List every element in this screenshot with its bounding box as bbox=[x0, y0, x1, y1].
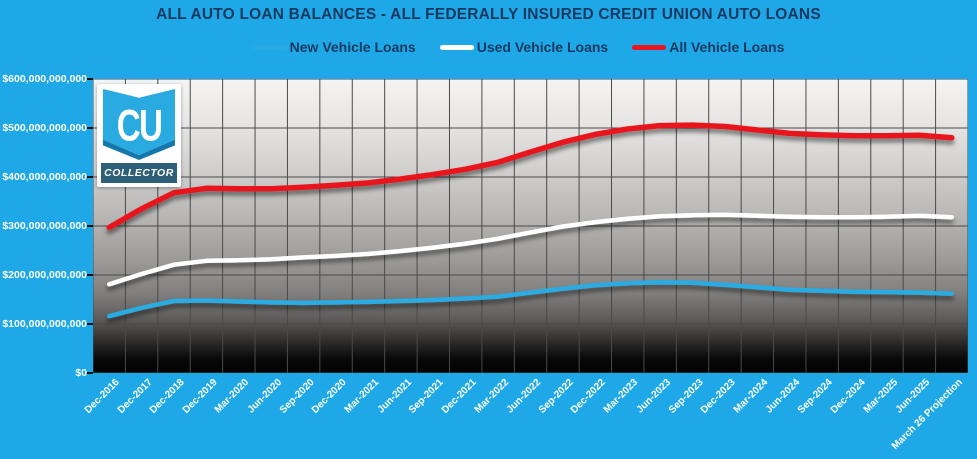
x-axis-label: Sep-2020 bbox=[277, 377, 317, 416]
y-axis-label: $0 bbox=[75, 367, 87, 379]
chart-legend: New Vehicle Loans Used Vehicle Loans All… bbox=[60, 39, 977, 55]
legend-item-new-vehicle-loans: New Vehicle Loans bbox=[252, 39, 416, 55]
legend-item-all-vehicle-loans: All Vehicle Loans bbox=[632, 39, 784, 55]
x-axis-label: Dec-2022 bbox=[569, 377, 609, 416]
y-axis-tick bbox=[87, 78, 93, 80]
y-axis-label: $500,000,000,000 bbox=[2, 122, 87, 134]
series-line-new-vehicle-loans bbox=[106, 280, 955, 319]
y-axis-label: $600,000,000,000 bbox=[2, 73, 87, 85]
x-axis-label: Jun-2020 bbox=[245, 377, 285, 416]
y-axis-tick bbox=[87, 225, 93, 227]
x-axis-label: Mar-2022 bbox=[472, 377, 511, 416]
x-axis-label: Dec-2017 bbox=[115, 377, 155, 416]
y-axis-tick bbox=[87, 323, 93, 325]
legend-label-used-vehicle: Used Vehicle Loans bbox=[476, 39, 609, 55]
x-axis-label: Mar-2020 bbox=[213, 377, 252, 416]
logo-caption-band: COLLECTOR bbox=[101, 163, 177, 183]
x-axis-label: Sep-2023 bbox=[666, 377, 706, 416]
x-axis-label: Sep-2024 bbox=[796, 377, 835, 416]
y-axis-tick bbox=[87, 176, 93, 178]
x-axis-label: Mar-2021 bbox=[342, 377, 382, 416]
x-axis-label: Dec-2021 bbox=[439, 377, 479, 416]
plot-area: CU COLLECTOR bbox=[93, 79, 968, 373]
logo-chevron-shape bbox=[103, 139, 175, 160]
x-axis-label: Dec-2024 bbox=[828, 377, 868, 416]
x-axis-label: Jun-2023 bbox=[634, 377, 673, 416]
cu-collector-shield: CU bbox=[103, 88, 175, 160]
chart-title: ALL AUTO LOAN BALANCES - ALL FEDERALLY I… bbox=[156, 6, 821, 23]
x-axis-label: Mar-2024 bbox=[731, 377, 771, 416]
y-axis-label: $200,000,000,000 bbox=[2, 269, 87, 281]
legend-label-new-vehicle: New Vehicle Loans bbox=[289, 39, 416, 55]
legend-label-all-vehicle: All Vehicle Loans bbox=[669, 39, 785, 55]
y-axis-tick bbox=[87, 274, 93, 276]
y-axis-tick bbox=[87, 372, 93, 374]
x-axis-label: Dec-2019 bbox=[180, 377, 220, 416]
logo-caption: COLLECTOR bbox=[104, 167, 174, 179]
y-axis-label: $300,000,000,000 bbox=[2, 220, 87, 232]
x-axis-label: Mar-2023 bbox=[602, 377, 641, 416]
logo-shield-shape bbox=[103, 88, 175, 156]
legend-marker-new-vehicle-icon bbox=[252, 44, 287, 50]
legend-marker-used-vehicle-icon bbox=[439, 44, 474, 50]
series-line-used-vehicle-loans bbox=[106, 212, 955, 287]
chart-svg bbox=[93, 79, 968, 373]
x-axis-label: Dec-2016 bbox=[83, 377, 122, 416]
legend-marker-all-vehicle-icon bbox=[632, 44, 667, 50]
legend-item-used-vehicle-loans: Used Vehicle Loans bbox=[439, 39, 609, 55]
y-axis-tick bbox=[87, 127, 93, 129]
x-axis-label: Mar-2025 bbox=[861, 377, 900, 416]
logo-monogram: CU bbox=[117, 101, 162, 151]
series-line-all-vehicle-loans bbox=[106, 122, 955, 231]
cu-collector-logo: CU COLLECTOR bbox=[97, 84, 181, 187]
y-axis-label: $400,000,000,000 bbox=[2, 171, 87, 183]
y-axis-label: $100,000,000,000 bbox=[2, 318, 87, 330]
